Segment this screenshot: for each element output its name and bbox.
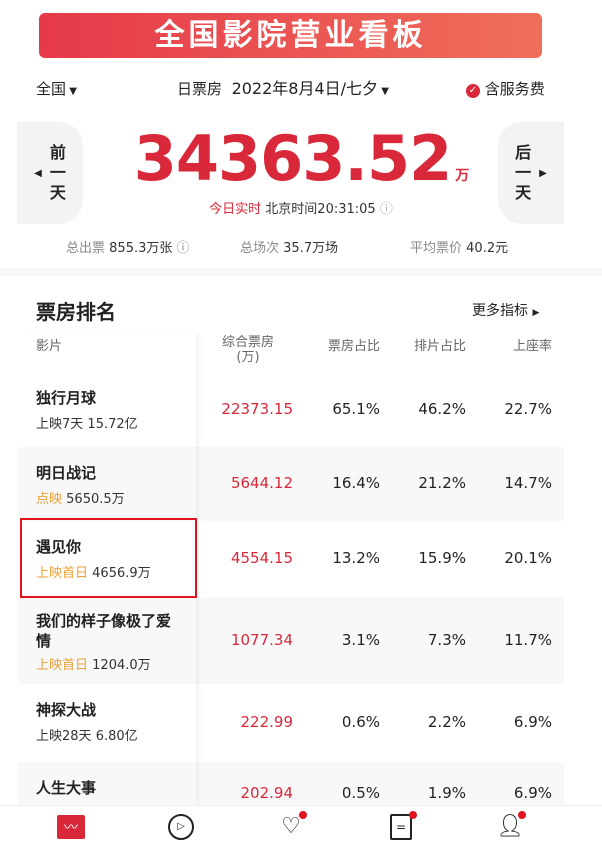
col-occupancy[interactable]: 上座率: [512, 339, 552, 354]
banner[interactable]: 全国影院营业看板: [39, 13, 542, 58]
film-name: 明日战记: [36, 464, 97, 482]
film-name: 人生大事: [36, 779, 97, 797]
film-name: 独行月球: [36, 389, 97, 407]
film-status: 上映首日 4656.9万: [36, 566, 151, 581]
document-icon: =: [390, 814, 412, 840]
box-office: 1077.34: [230, 630, 293, 649]
occupancy: 20.1%: [504, 549, 552, 567]
tab-play[interactable]: ▷: [166, 812, 196, 842]
film-status: 上映7天 15.72亿: [36, 417, 138, 432]
film-name: 遇见你: [36, 538, 82, 556]
chart-icon: 〰: [57, 815, 85, 839]
total-box-office: 34363.52 万: [0, 122, 602, 195]
col-film: 影片: [36, 339, 63, 354]
occupancy: 6.9%: [513, 784, 552, 802]
daily-box-label: 日票房: [177, 80, 223, 98]
schedule-share: 21.2%: [418, 474, 466, 492]
realtime-label: 今日实时: [209, 202, 262, 217]
prev-day-button[interactable]: ◀ 前一天: [17, 122, 83, 224]
caret-down-icon: ▼: [66, 86, 77, 97]
tab-favorites[interactable]: ♡: [276, 812, 306, 842]
total-value: 34363.52: [133, 122, 453, 195]
box-office: 222.99: [240, 713, 294, 731]
caret-right-icon: ▶: [539, 167, 547, 179]
heart-check-icon: ♡: [281, 814, 301, 839]
check-circle-icon: ✓: [466, 84, 480, 98]
col-schedule-share[interactable]: 排片占比: [413, 339, 466, 354]
beijing-time: 北京时间20:31:05: [265, 202, 376, 217]
more-metrics-button[interactable]: 更多指标 ▶: [472, 303, 540, 319]
box-office: 5644.12: [230, 474, 293, 492]
table-row[interactable]: 遇见你上映首日 4656.9万 4554.15 13.2% 15.9% 20.1%: [18, 521, 564, 597]
ranking-title: 票房排名: [36, 300, 116, 324]
schedule-share: 2.2%: [427, 713, 466, 731]
date-select[interactable]: 日票房 2022年8月4日/七夕 ▼: [177, 78, 389, 100]
prev-char: 前: [49, 143, 66, 162]
box-share: 0.5%: [341, 784, 380, 802]
film-status: 上映28天 6.80亿: [36, 729, 138, 744]
realtime-row: 今日实时 北京时间20:31:05 ⓘ: [0, 198, 602, 217]
next-char: 一: [515, 163, 532, 182]
badge-dot: [299, 811, 307, 819]
box-share: 3.1%: [341, 630, 380, 649]
schedule-share: 1.9%: [427, 784, 466, 802]
divider: [0, 268, 602, 276]
film-name: 我们的样子像极了爱情: [36, 612, 172, 650]
box-office: 22373.15: [221, 399, 293, 418]
banner-pager: [282, 51, 300, 70]
region-select[interactable]: 全国 ▼: [36, 78, 77, 100]
col-box-share[interactable]: 票房占比: [327, 339, 380, 354]
badge-dot: [409, 811, 417, 819]
occupancy: 11.7%: [504, 630, 552, 649]
prev-char: 一: [49, 163, 66, 182]
table-row[interactable]: 我们的样子像极了爱情上映首日 1204.0万 1077.34 3.1% 7.3% 11.…: [18, 597, 564, 684]
stat-price: 平均票价 40.2元: [410, 241, 509, 256]
box-share: 13.2%: [332, 549, 380, 567]
box-office: 4554.15: [230, 549, 293, 567]
schedule-share: 7.3%: [427, 630, 466, 649]
play-icon: ▷: [168, 814, 194, 840]
film-status: 点映 5650.5万: [36, 492, 125, 507]
next-day-button[interactable]: 后一天 ▶: [498, 122, 564, 224]
box-share: 16.4%: [332, 474, 380, 492]
table-row[interactable]: 明日战记点映 5650.5万 5644.12 16.4% 21.2% 14.7%: [18, 447, 564, 521]
occupancy: 22.7%: [504, 399, 552, 418]
stat-tickets: 总出票 855.3万张 ⓘ: [66, 241, 190, 256]
tab-documents[interactable]: =: [386, 812, 416, 842]
banner-title: 全国影院营业看板: [154, 18, 427, 53]
table-row[interactable]: 神探大战上映28天 6.80亿 222.99 0.6% 2.2% 6.9%: [18, 684, 564, 762]
service-fee-label: 含服务费: [484, 80, 545, 98]
badge-dot: [518, 811, 526, 819]
next-char: 后: [515, 143, 532, 162]
tab-chart[interactable]: 〰: [57, 812, 87, 842]
table-row[interactable]: 独行月球上映7天 15.72亿 22373.15 65.1% 46.2% 22.7%: [18, 372, 564, 447]
prev-char: 天: [49, 183, 66, 202]
next-char: 天: [515, 183, 532, 202]
date-label: 2022年8月4日/七夕: [231, 79, 379, 98]
film-name: 神探大战: [36, 701, 97, 719]
col-box-office[interactable]: 综合票房 (万): [221, 335, 274, 365]
schedule-share: 46.2%: [418, 399, 466, 418]
box-office: 202.94: [240, 784, 294, 802]
stat-shows: 总场次 35.7万场: [240, 241, 339, 256]
film-status: 上映首日 1204.0万: [36, 658, 151, 673]
region-label: 全国: [36, 80, 67, 98]
caret-left-icon: ◀: [34, 167, 42, 179]
total-unit: 万: [455, 168, 469, 184]
occupancy: 6.9%: [513, 713, 552, 731]
caret-right-icon: ▶: [532, 308, 540, 318]
highlight-box: [20, 518, 197, 598]
info-icon[interactable]: ⓘ: [176, 241, 190, 256]
occupancy: 14.7%: [504, 474, 552, 492]
box-share: 65.1%: [332, 399, 380, 418]
box-share: 0.6%: [341, 713, 380, 731]
service-fee-toggle[interactable]: ✓ 含服务费: [466, 78, 545, 100]
schedule-share: 15.9%: [418, 549, 466, 567]
caret-down-icon: ▼: [378, 86, 389, 97]
info-icon[interactable]: ⓘ: [379, 202, 393, 217]
